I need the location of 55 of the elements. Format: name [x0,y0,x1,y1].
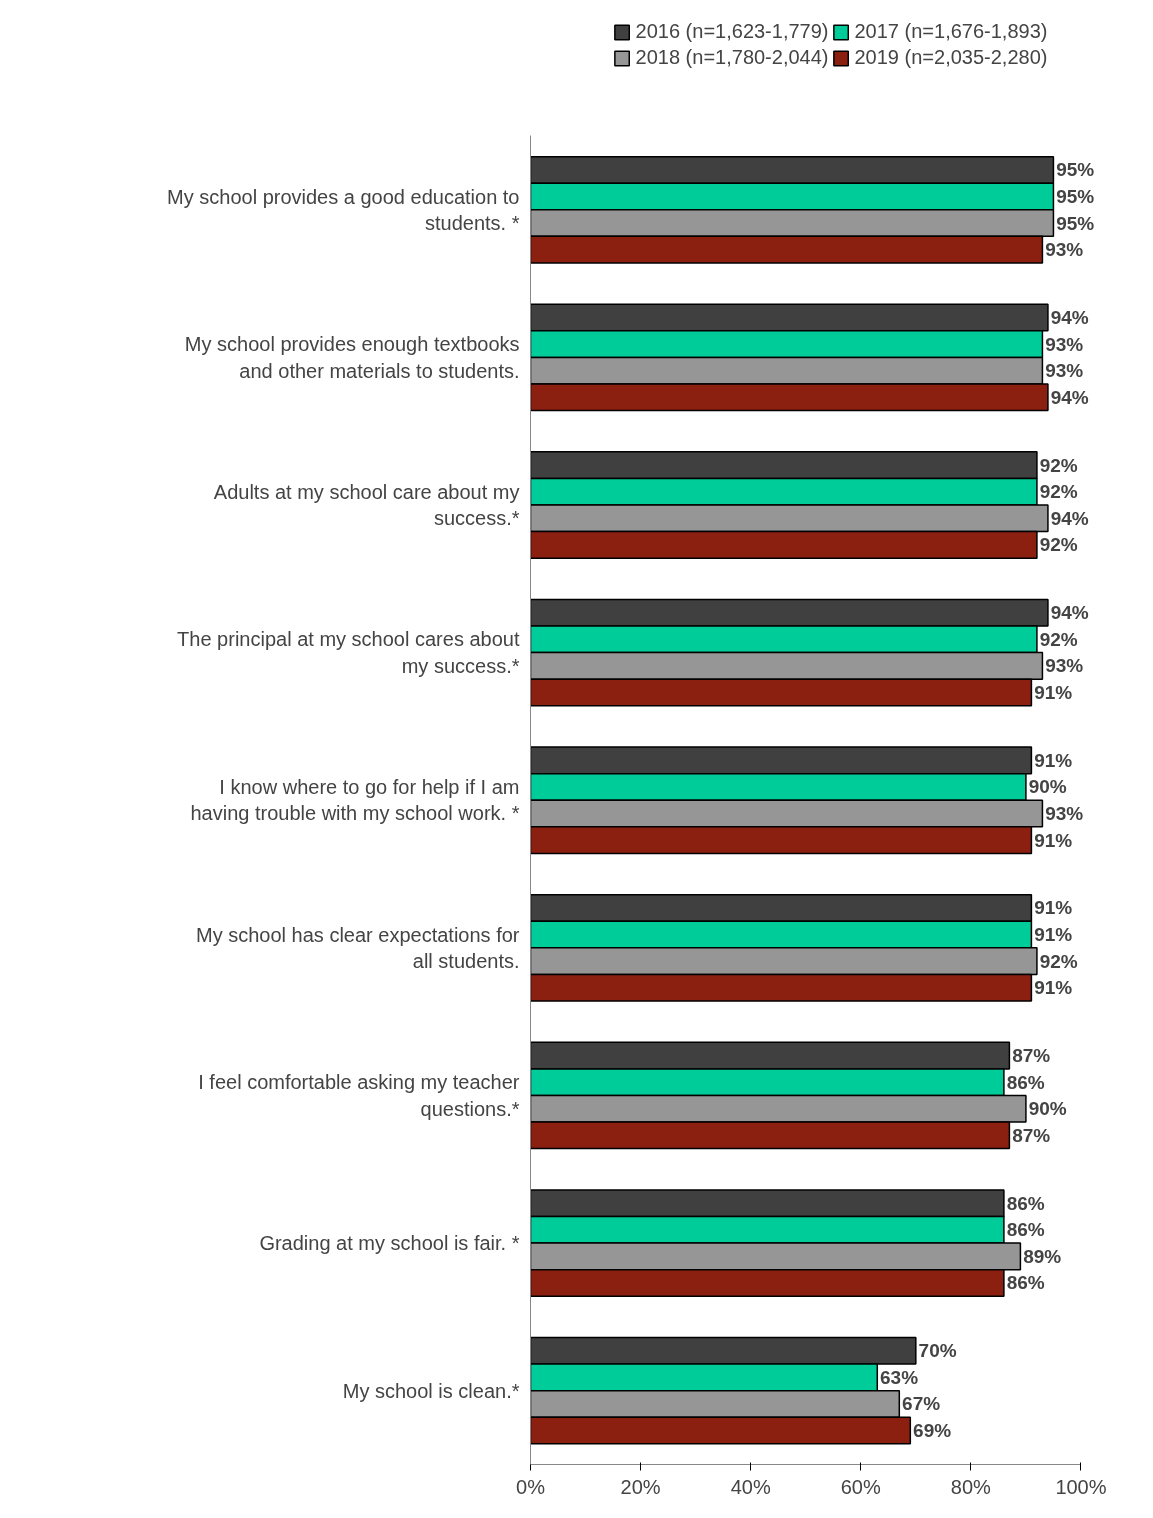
legend-label: 2017 (n=1,676-1,893) [854,20,1048,43]
data-label: 95% [1056,159,1095,181]
y-tick-label: Adults at my school care about my success.* [213,480,520,530]
data-label: 91% [1034,749,1073,771]
data-label: 87% [1012,1045,1051,1067]
data-label: 91% [1034,829,1073,851]
data-label: 90% [1028,1098,1067,1120]
data-label: 89% [1023,1245,1062,1267]
x-tick-label: 40% [730,1475,771,1498]
y-tick-label: My school provides enough textbooks and other materials to students. [184,333,520,382]
legend-label: 2016 (n=1,623-1,779) [635,20,829,43]
data-label: 92% [1039,454,1078,476]
data-label: 86% [1006,1071,1045,1093]
y-tick-label: I feel comfortable asking my teacher questions.* [198,1071,520,1120]
data-label: 91% [1034,924,1073,946]
x-tick-label: 60% [840,1475,882,1498]
y-tick-label: The principal at my school cares about my success.* [177,628,520,677]
data-label: 67% [902,1393,941,1415]
data-label: 94% [1050,507,1089,529]
data-label: 63% [880,1366,919,1388]
data-label: 92% [1039,628,1078,650]
x-tick-label: 80% [950,1475,992,1498]
data-label: 94% [1050,386,1089,408]
data-label: 86% [1006,1192,1045,1214]
y-tick-label: My school provides a good education to students. * [167,185,520,234]
data-label: 92% [1039,534,1078,556]
data-label: 86% [1006,1272,1045,1294]
x-tick-label: 20% [620,1475,661,1498]
data-label: 94% [1050,602,1089,624]
y-tick-label: Grading at my school is fair. * [259,1232,520,1255]
data-label: 93% [1045,655,1084,677]
data-label: 92% [1039,950,1078,972]
data-label: 91% [1034,681,1073,703]
y-tick-label: My school has clear expectations for all students. [196,923,520,973]
data-label: 93% [1045,803,1084,825]
y-tick-label: I know where to go for help if I am having trouble with my school work. * [190,776,520,825]
data-label: 93% [1045,360,1084,382]
data-label: 91% [1034,897,1073,919]
y-tick-label: My school is clean.* [342,1379,520,1402]
data-label: 87% [1012,1124,1051,1146]
data-label: 95% [1056,212,1095,234]
data-label: 93% [1045,333,1084,355]
data-label: 90% [1028,776,1067,798]
x-tick-label: 0% [516,1475,546,1498]
data-label: 69% [913,1420,952,1442]
x-tick-label: 100% [1055,1475,1107,1498]
data-label: 93% [1045,239,1084,261]
data-label: 92% [1039,481,1078,503]
data-label: 95% [1056,185,1095,207]
legend-label: 2019 (n=2,035-2,280) [854,46,1048,69]
data-label: 91% [1034,977,1073,999]
data-label: 70% [918,1340,957,1362]
data-label: 86% [1006,1219,1045,1241]
legend-label: 2018 (n=1,780-2,044) [635,46,829,69]
data-label: 94% [1050,307,1089,329]
